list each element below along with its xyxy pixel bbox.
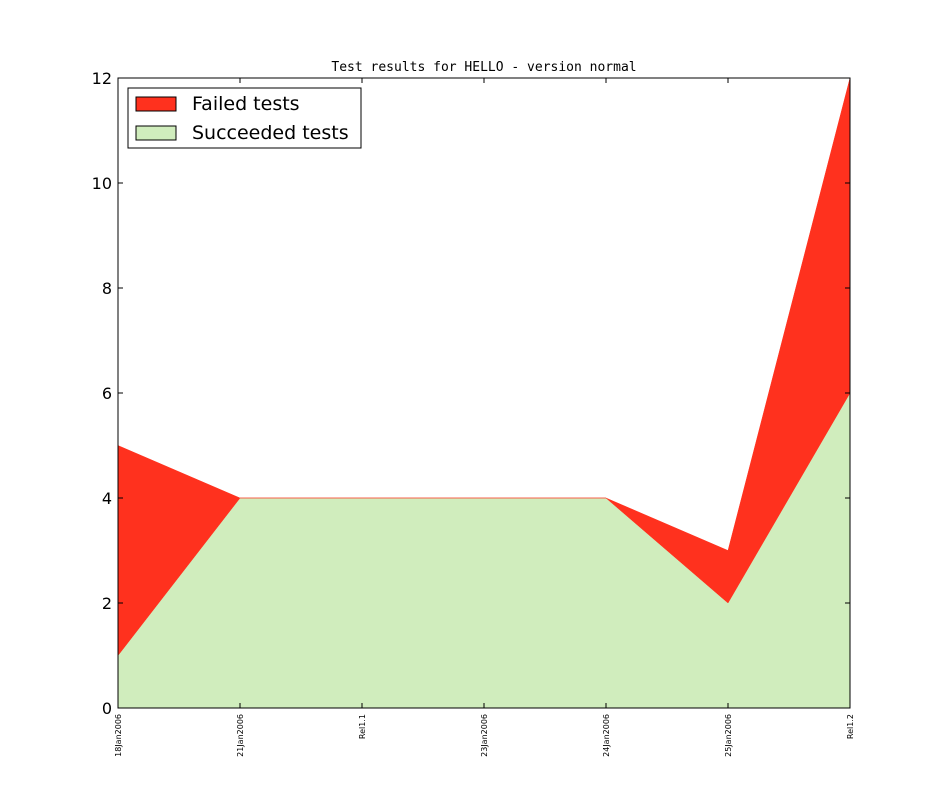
xtick-label: Rel1.2	[846, 714, 855, 739]
ytick-label: 10	[92, 174, 112, 193]
legend-label-failed: Failed tests	[192, 93, 300, 115]
y-axis: 0 2 4 6 8 10 12	[92, 69, 850, 718]
xtick-label: 21Jan2006	[236, 714, 245, 757]
ytick-label: 2	[102, 594, 112, 613]
ytick-label: 8	[102, 279, 112, 298]
legend-label-succeeded: Succeeded tests	[192, 122, 349, 144]
ytick-label: 4	[102, 489, 112, 508]
ytick-label: 12	[92, 69, 112, 88]
xtick-label: 24Jan2006	[602, 714, 611, 757]
plot-frame	[117, 77, 851, 709]
ytick-label: 6	[102, 384, 112, 403]
xtick-label: 25Jan2006	[724, 714, 733, 757]
legend-swatch-succeeded	[135, 125, 177, 141]
xtick-label: 23Jan2006	[480, 714, 489, 757]
ytick-label: 0	[102, 699, 112, 718]
plot-areas	[117, 77, 851, 709]
chart-title: Test results for HELLO - version normal	[331, 60, 636, 75]
xtick-label: 18Jan2006	[114, 714, 123, 757]
xtick-label: Rel1.1	[358, 714, 367, 739]
legend-swatch-failed	[135, 96, 177, 112]
legend: Failed tests Succeeded tests	[127, 87, 362, 149]
